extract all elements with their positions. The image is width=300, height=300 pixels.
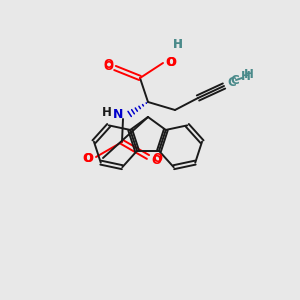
Text: H: H xyxy=(102,106,112,119)
Text: O: O xyxy=(103,59,113,73)
Text: O: O xyxy=(83,152,93,166)
Text: C: C xyxy=(228,76,236,88)
Text: C: C xyxy=(231,74,239,88)
Text: O: O xyxy=(103,58,113,71)
Text: O: O xyxy=(165,56,175,70)
Text: H: H xyxy=(244,68,254,80)
Text: H: H xyxy=(173,38,183,52)
Text: N: N xyxy=(113,109,123,122)
Text: O: O xyxy=(152,152,162,166)
Text: O: O xyxy=(166,56,176,70)
Text: O: O xyxy=(82,152,92,166)
Text: H: H xyxy=(173,38,183,50)
Text: H: H xyxy=(241,70,251,83)
Text: O: O xyxy=(151,154,161,166)
